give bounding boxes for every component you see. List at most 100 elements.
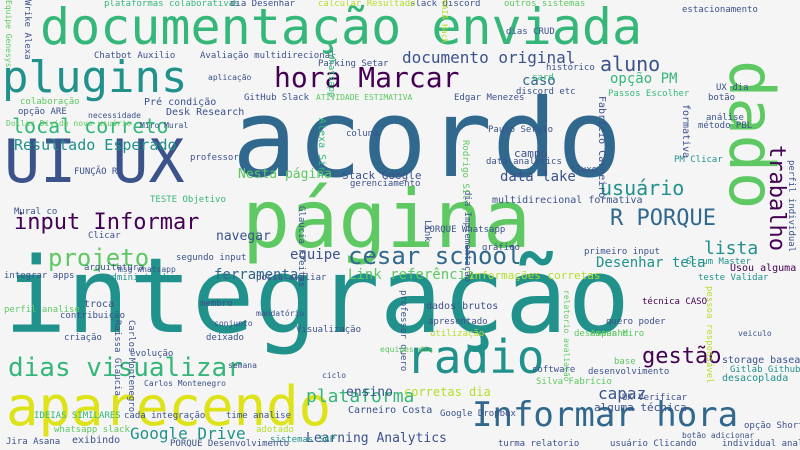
word: Pré condição [144,97,217,108]
word: opção ARE [18,107,67,117]
word: multidirecional formativa [492,195,643,206]
word: Dollar Divide novo usuário [6,119,132,128]
word: R PORQUE [610,206,716,231]
word: Silva Fabrício [536,377,612,387]
word: quero poder [606,317,666,327]
word: Raissa Glaucia [112,320,122,396]
word: turma relatorio [498,439,580,449]
word: Rodrigo Silva [460,140,470,211]
word: equipe [290,247,341,263]
word: evolução [130,349,174,359]
word: Link referência [348,267,475,283]
word: mandatório [256,309,305,318]
word: msg whatsapp [118,265,176,274]
word: FUNÇÃO R [74,167,118,177]
word: deixado [206,333,244,343]
word: storage baseado [722,355,800,366]
word: acordo [232,77,623,202]
word: segundo input [176,253,247,263]
word: relatorio avaliação [562,290,571,382]
word: utilização [430,329,485,339]
word: ferramenta [214,267,299,283]
word: aplicação [208,73,252,82]
word: PORQUE Desenvolvimento [170,439,290,449]
word: professor quero [398,290,408,372]
word: Paulo Sergio [488,125,554,135]
word: PORQUE Whatsapp [424,225,506,235]
word: página [242,173,531,266]
word: documento original [402,48,576,67]
word: Visualização [296,325,362,335]
word: plataforma [306,386,415,407]
word: Equipe Genesys [4,0,13,68]
word: UX dia [716,83,749,93]
word: pessoa responsável [704,286,714,384]
word: veiculo [738,329,772,338]
word: adotado [256,425,294,435]
word: alguma técnica [594,401,687,414]
word: Parking Setar [318,59,389,69]
word: lista [704,238,759,259]
word: Asana Miro [590,329,645,339]
word: gráfico [482,243,520,253]
word: primeiro input [584,247,660,257]
word: Link [422,220,432,242]
word: input Informar [14,210,200,235]
word: desenvolvimento [588,367,670,377]
word: Miro Mural [140,121,189,130]
word: Edgar Menezes [454,93,525,103]
word: criação [64,333,102,343]
word: Desk Research [166,107,245,118]
word: projeto [48,244,150,272]
word: cada integração [124,411,206,421]
word: Jira Asana [6,437,61,447]
word: corretas dia [404,385,491,399]
word: administrador [106,273,177,283]
word: capaz [598,384,647,403]
word: troca [84,299,115,310]
word: contribuição [60,311,126,321]
word: coluna [346,129,379,139]
word: perfil analise [4,305,80,315]
word: usuário Clicando [610,439,697,449]
word: conjunto [214,319,253,328]
word: cesar school [348,242,522,270]
word: perfil individual [786,160,796,253]
word: fluxo [570,165,598,175]
word: sistemas SAP [270,435,336,445]
word: integração [4,235,631,357]
word: gerenciamento [350,179,421,189]
word: card [532,73,554,83]
word: Usou alguma [730,263,797,274]
word: trabalho [764,145,789,251]
word: aluno [600,52,661,76]
word: hora Marcar [274,61,460,94]
word: dia Implementação [462,190,472,283]
word: GitHub Slack [244,93,310,103]
word: ATIVIDADE ESTIMATIVA [316,93,413,102]
word: usuário [600,176,685,200]
word: opção PM [610,71,678,87]
word: Wrike Alexa [22,0,32,60]
word: ensino [346,385,393,400]
word: Passos Escolher [608,89,690,99]
word: Glaucia Freitas [296,206,306,288]
word: IDEIAS SIMILARES [34,411,121,421]
word: Fabrício Carneiro [596,96,607,199]
word: botão [708,93,736,103]
word: desacoplada [722,373,789,384]
word: dia Desenhar [230,0,296,9]
word: dado [715,60,788,210]
word: Google Dropbox [440,409,516,419]
word: informações corretas [468,269,601,282]
word: UX Verificar [622,393,688,403]
word: Avaliação multidirecional [200,51,336,61]
word: Desenhar tela [596,255,706,271]
word: data analytics [486,157,562,167]
word: equipes dia [380,345,433,354]
word: PM Clicar [674,155,723,165]
word: Carneiro Costa [348,405,433,416]
word: Google Drive [130,424,246,443]
word: estacionamento [682,5,758,15]
